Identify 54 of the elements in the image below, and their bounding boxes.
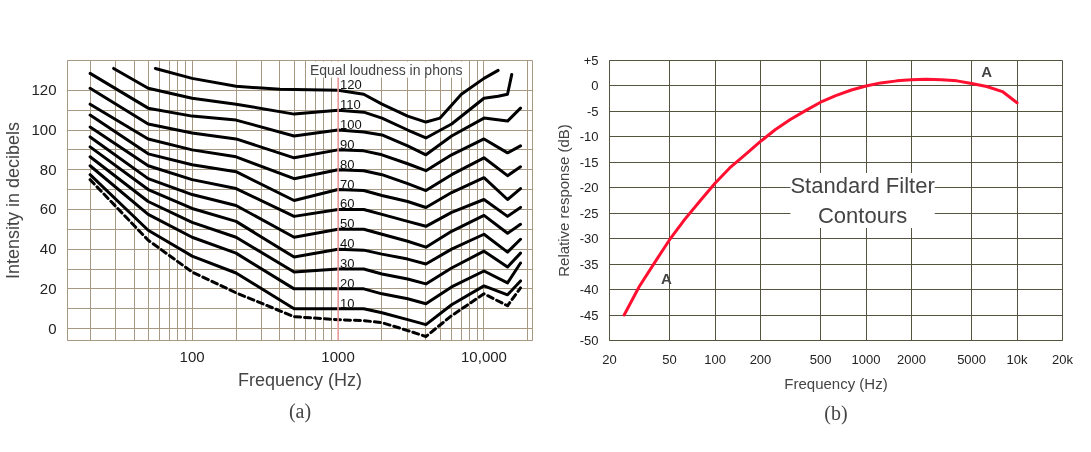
x-axis-title: Frequency (Hz)	[237, 369, 363, 390]
y-tick-label: -45	[579, 307, 599, 323]
x-tick-label: 5000	[957, 351, 987, 367]
x-tick-label: 10,000	[461, 347, 507, 365]
y-tick-label: 120	[31, 81, 57, 99]
series-label: 40	[340, 236, 355, 252]
annotation: Standard Filter Contours	[790, 173, 935, 228]
x-tick-label: 50	[662, 351, 677, 367]
y-tick-label: 0	[591, 78, 599, 94]
x-tick-label: 1000	[851, 351, 881, 367]
y-tick-label: 100	[31, 121, 57, 138]
series-label: 90	[340, 136, 355, 152]
series-label: 60	[340, 196, 355, 212]
series-label: 80	[340, 156, 355, 172]
y-tick-label: -35	[579, 256, 599, 272]
x-tick-label: 500	[809, 351, 832, 367]
line-series	[622, 77, 1019, 317]
y-tick-label: -40	[579, 282, 599, 298]
y-tick-label: -15	[579, 154, 599, 170]
y-tick-label: 20	[39, 279, 57, 297]
y-tick-label: -50	[579, 333, 599, 348]
x-tick-label: 2000	[897, 351, 926, 367]
x-tick-label: 20k	[1052, 351, 1074, 367]
legend-title: Equal loudness in phons	[309, 61, 463, 78]
y-tick-label: -5	[586, 103, 599, 119]
y-tick-label: 80	[39, 160, 57, 178]
x-tick-label: 100	[704, 351, 726, 367]
y-tick-label: -20	[579, 180, 599, 196]
series-label: 100	[340, 117, 362, 132]
y-tick-label: -10	[579, 129, 599, 145]
x-axis-title: Frequency (Hz)	[784, 374, 888, 392]
y-axis-title: Relative response (dB)	[554, 124, 572, 277]
y-tick-label: 60	[39, 200, 57, 218]
y-tick-label: 40	[39, 240, 57, 258]
series-label: 110	[340, 97, 361, 113]
x-tick-label: 200	[749, 351, 772, 367]
series-label: A	[981, 63, 993, 81]
x-tick-label: 10k	[1006, 351, 1029, 367]
x-tick-label: 20	[602, 351, 617, 367]
series-label: 20	[340, 275, 355, 291]
series-label: 30	[340, 256, 355, 272]
y-tick-label: 0	[48, 319, 57, 337]
series-label: 50	[340, 216, 355, 232]
y-tick-label: -30	[579, 231, 599, 247]
text: (a)	[288, 399, 312, 423]
y-axis-title: Intensity in decibels	[3, 121, 24, 280]
x-tick-label: 1000	[321, 347, 355, 365]
series-label: 120	[340, 77, 362, 93]
series-label: 70	[340, 176, 355, 192]
series-label: 10	[340, 295, 355, 311]
x-tick-label: 100	[179, 347, 205, 365]
text: (b)	[824, 401, 848, 425]
y-tick-label: -25	[579, 205, 599, 221]
y-tick-label: +5	[583, 53, 599, 68]
